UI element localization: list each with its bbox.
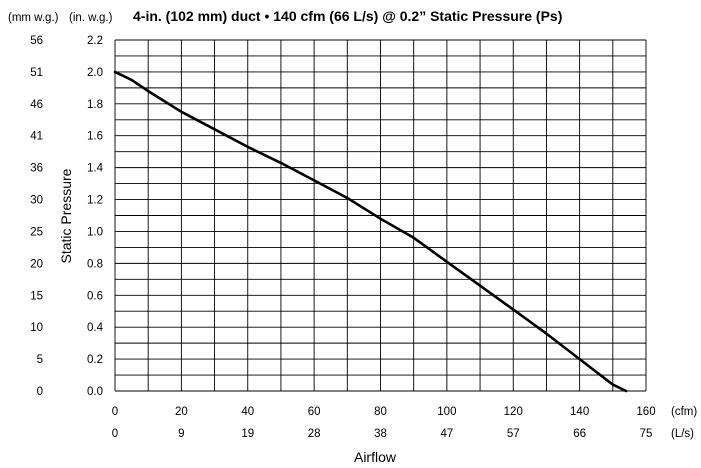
x-tick-label: 60 xyxy=(308,406,321,418)
y-tick-label: 1.4 xyxy=(87,163,104,175)
x-unit-primary: (cfm) xyxy=(671,406,697,418)
y-tick-label-secondary: 25 xyxy=(30,226,43,238)
y-tick-label: 0.8 xyxy=(87,258,103,270)
y-tick-label: 1.8 xyxy=(87,99,103,111)
x-tick-labels-secondary: 0 9 19 28 38 47 57 66 75 xyxy=(112,428,653,440)
y-tick-label-secondary: 46 xyxy=(30,99,43,111)
y-unit-primary: (in. w.g.) xyxy=(69,12,113,24)
y-tick-label-secondary: 36 xyxy=(30,163,43,175)
x-tick-labels-primary: 0 20 40 60 80 100 120 140 160 xyxy=(112,406,656,418)
y-tick-label: 0.4 xyxy=(87,322,104,334)
y-tick-label-secondary: 5 xyxy=(37,354,43,366)
series-layer xyxy=(113,70,628,393)
y-tick-label-secondary: 10 xyxy=(30,322,43,334)
y-tick-label: 2.0 xyxy=(87,67,103,79)
x-tick-label-secondary: 66 xyxy=(573,428,586,440)
x-tick-label: 120 xyxy=(504,406,523,418)
y-tick-label-secondary: 41 xyxy=(30,131,43,143)
y-tick-label-secondary: 15 xyxy=(30,290,43,302)
x-tick-label: 20 xyxy=(175,406,188,418)
x-tick-label-secondary: 57 xyxy=(507,428,520,440)
x-axis-title: Airflow xyxy=(354,449,397,465)
x-tick-label: 80 xyxy=(374,406,387,418)
y-tick-label-secondary: 20 xyxy=(30,258,43,270)
x-tick-label: 0 xyxy=(112,406,118,418)
series-line xyxy=(113,70,628,393)
y-tick-label: 0.6 xyxy=(87,290,103,302)
y-tick-label: 0.0 xyxy=(87,386,103,398)
x-tick-label: 160 xyxy=(636,406,655,418)
y-tick-labels-secondary: 0 5 10 15 20 25 30 36 41 46 51 56 xyxy=(30,35,43,398)
x-tick-label-secondary: 0 xyxy=(112,428,118,440)
chart-title: 4-in. (102 mm) duct • 140 cfm (66 L/s) @… xyxy=(133,8,562,24)
y-tick-labels-primary: 0.0 0.2 0.4 0.6 0.8 1.0 1.2 1.4 1.6 1.8 2.0 2.2 xyxy=(87,35,104,398)
y-tick-label: 1.0 xyxy=(87,226,103,238)
y-tick-label: 0.2 xyxy=(87,354,103,366)
y-tick-label-secondary: 51 xyxy=(30,67,43,79)
plot-grid xyxy=(114,39,647,392)
y-tick-label-secondary: 30 xyxy=(30,195,43,207)
y-tick-label: 2.2 xyxy=(87,35,103,47)
x-tick-label-secondary: 38 xyxy=(374,428,387,440)
x-tick-label-secondary: 47 xyxy=(440,428,453,440)
x-tick-label: 140 xyxy=(570,406,589,418)
y-tick-label-secondary: 0 xyxy=(37,386,43,398)
x-tick-label-secondary: 19 xyxy=(241,428,254,440)
x-tick-label: 40 xyxy=(241,406,254,418)
x-tick-label-secondary: 28 xyxy=(308,428,321,440)
x-tick-label-secondary: 9 xyxy=(178,428,184,440)
y-tick-label-secondary: 56 xyxy=(30,35,43,47)
y-unit-secondary: (mm w.g.) xyxy=(8,12,59,24)
x-unit-secondary: (L/s) xyxy=(671,428,694,440)
y-axis-title: Static Pressure xyxy=(58,168,74,263)
y-tick-label: 1.2 xyxy=(87,195,103,207)
x-tick-label-secondary: 75 xyxy=(640,428,653,440)
x-tick-label: 100 xyxy=(437,406,456,418)
y-tick-label: 1.6 xyxy=(87,131,103,143)
